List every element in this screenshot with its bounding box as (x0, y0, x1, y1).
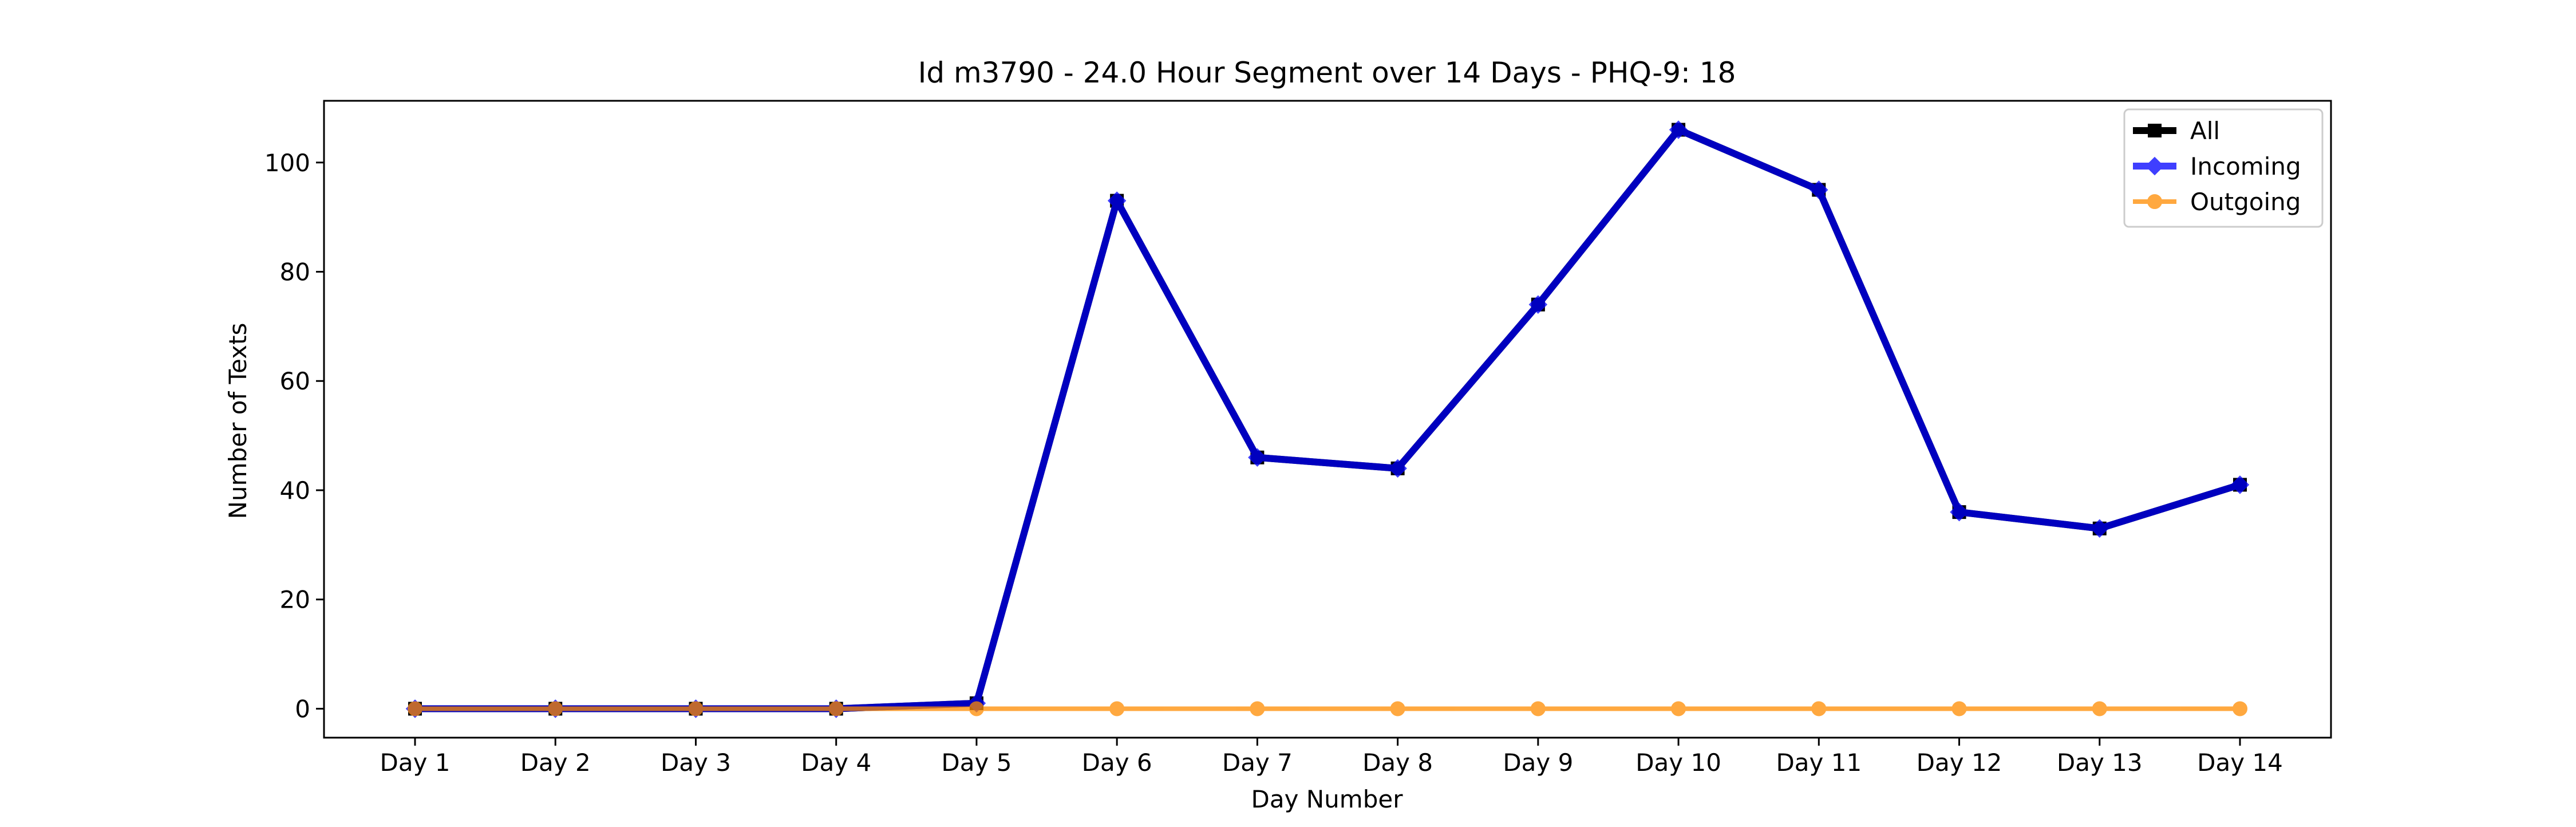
x-tick-label: Day 8 (1362, 749, 1433, 777)
y-axis-label: Number of Texts (224, 323, 252, 519)
legend-swatch-marker (2145, 156, 2164, 176)
data-point (1107, 191, 1127, 210)
data-point (1530, 701, 1546, 716)
y-tick-label: 0 (295, 695, 310, 723)
x-tick-label: Day 1 (380, 749, 450, 777)
data-point (969, 701, 984, 716)
x-tick-label: Day 9 (1503, 749, 1573, 777)
x-tick-label: Day 5 (941, 749, 1012, 777)
data-point (1809, 180, 1828, 199)
data-point (1528, 295, 1548, 314)
legend-entry (2133, 156, 2176, 176)
y-tick-label: 20 (280, 586, 310, 614)
data-point (548, 701, 563, 716)
data-point (408, 701, 422, 716)
legend-box (2123, 108, 2324, 228)
y-tick-label: 80 (280, 258, 310, 286)
legend-swatch-marker (2147, 194, 2162, 209)
legend-label: All (2190, 117, 2220, 145)
data-point (1671, 701, 1686, 716)
data-point (1811, 701, 1827, 716)
legend-swatch-marker (2148, 124, 2162, 137)
series-outgoing (408, 701, 2247, 716)
x-tick-label: Day 2 (520, 749, 591, 777)
legend-entry (2133, 124, 2176, 137)
data-point (2092, 701, 2107, 716)
y-tick-label: 40 (280, 476, 310, 505)
chart-title: Id m3790 - 24.0 Hour Segment over 14 Day… (918, 56, 1736, 89)
data-point (2090, 519, 2109, 538)
x-tick-label: Day 7 (1222, 749, 1293, 777)
legend-entry (2133, 194, 2176, 209)
plot-area: 0 20 40 60 80 100 Day 1 Day 2 Day 3 Day 4 Day 5 Day… (264, 120, 2283, 777)
data-point (1388, 459, 1407, 478)
data-point (1669, 120, 1688, 139)
plot-frame (323, 100, 2332, 739)
x-axis-label: Day Number (1251, 785, 1403, 813)
data-point (2233, 701, 2247, 716)
x-tick-label: Day 10 (1635, 749, 1721, 777)
x-tick-label: Day 13 (2057, 749, 2143, 777)
data-point (828, 701, 844, 716)
x-tick-label: Day 4 (801, 749, 871, 777)
data-point (688, 701, 704, 716)
data-point (1248, 448, 1267, 467)
x-tick-label: Day 12 (1917, 749, 2002, 777)
x-tick-label: Day 11 (1776, 749, 1862, 777)
data-point (2230, 475, 2250, 494)
y-tick-label: 100 (264, 149, 310, 177)
legend: All Incoming Outgoing (2123, 108, 2324, 228)
data-point (1109, 701, 1125, 716)
data-point (1950, 502, 1969, 522)
data-point (1390, 701, 1405, 716)
data-point (1951, 701, 1967, 716)
legend-label: Outgoing (2190, 188, 2301, 216)
legend-label: Incoming (2190, 152, 2301, 180)
x-tick-label: Day 3 (661, 749, 731, 777)
data-point (1250, 701, 1265, 716)
y-tick-label: 60 (280, 367, 310, 395)
x-tick-label: Day 6 (1082, 749, 1152, 777)
x-tick-label: Day 14 (2197, 749, 2283, 777)
